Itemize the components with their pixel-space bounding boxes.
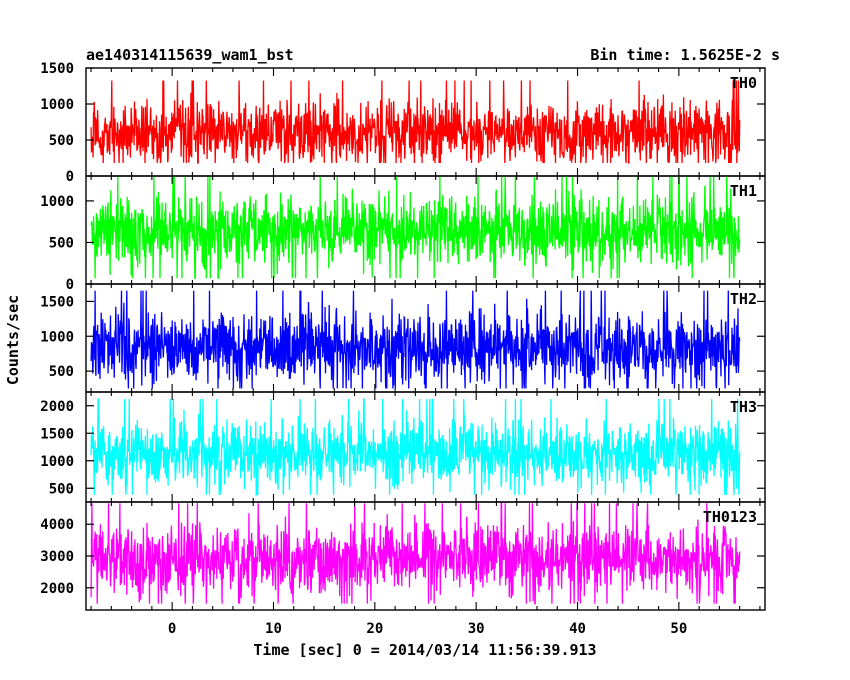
y-tick-label: 1500 <box>40 61 74 77</box>
panel-label-th1: TH1 <box>730 182 757 200</box>
y-tick-label: 1500 <box>40 294 74 310</box>
y-tick-label: 1500 <box>40 426 74 442</box>
y-tick-label: 2000 <box>40 399 74 415</box>
y-tick-label: 500 <box>49 235 74 251</box>
panel-th3: 500 1000 1500 2000 TH3 <box>40 391 766 503</box>
y-tick-label: 500 <box>49 133 74 149</box>
y-axis-label: Counts/sec <box>4 295 22 385</box>
series-line-th2 <box>90 290 741 389</box>
y-tick-label: 4000 <box>40 517 74 533</box>
panel-label-th0: TH0 <box>730 74 757 92</box>
y-tick-label: 1000 <box>40 454 74 470</box>
y-tick-label: 1000 <box>40 194 74 210</box>
figure-title-right: Bin time: 1.5625E-2 s <box>590 46 780 64</box>
x-axis-label: Time [sec] 0 = 2014/03/14 11:56:39.913 <box>253 641 596 659</box>
x-tick-label: 50 <box>670 621 687 637</box>
y-tick-label: 2000 <box>40 581 74 597</box>
y-tick-label: 500 <box>49 364 74 380</box>
series-line-th3 <box>90 398 741 496</box>
x-tick-label: 0 <box>168 621 176 637</box>
series-line-th0 <box>90 80 741 164</box>
panel-th2: 500 1000 1500 TH2 <box>40 283 766 393</box>
y-tick-label: 3000 <box>40 549 74 565</box>
panel-label-th2: TH2 <box>730 290 757 308</box>
panel-th1: 0 500 1000 TH1 <box>40 175 766 293</box>
x-tick-label: 10 <box>265 621 282 637</box>
y-tick-label: 500 <box>49 481 74 497</box>
panel-label-th0123: TH0123 <box>703 508 757 526</box>
y-tick-label: 1000 <box>40 97 74 113</box>
series-line-th1 <box>90 176 741 279</box>
panel-th0: 0 500 1000 1500 TH0 <box>40 61 766 185</box>
figure-title-left: ae140314115639_wam1_bst <box>86 46 294 64</box>
x-tick-label: 40 <box>569 621 586 637</box>
y-tick-label: 0 <box>66 169 74 185</box>
x-tick-label: 30 <box>468 621 485 637</box>
panel-label-th3: TH3 <box>730 398 757 416</box>
y-tick-label: 1000 <box>40 329 74 345</box>
panel-th0123: 2000 3000 4000 TH0123 <box>40 501 766 611</box>
series-line-th0123 <box>90 502 741 605</box>
y-tick-label: 0 <box>66 277 74 293</box>
x-tick-label: 20 <box>366 621 383 637</box>
